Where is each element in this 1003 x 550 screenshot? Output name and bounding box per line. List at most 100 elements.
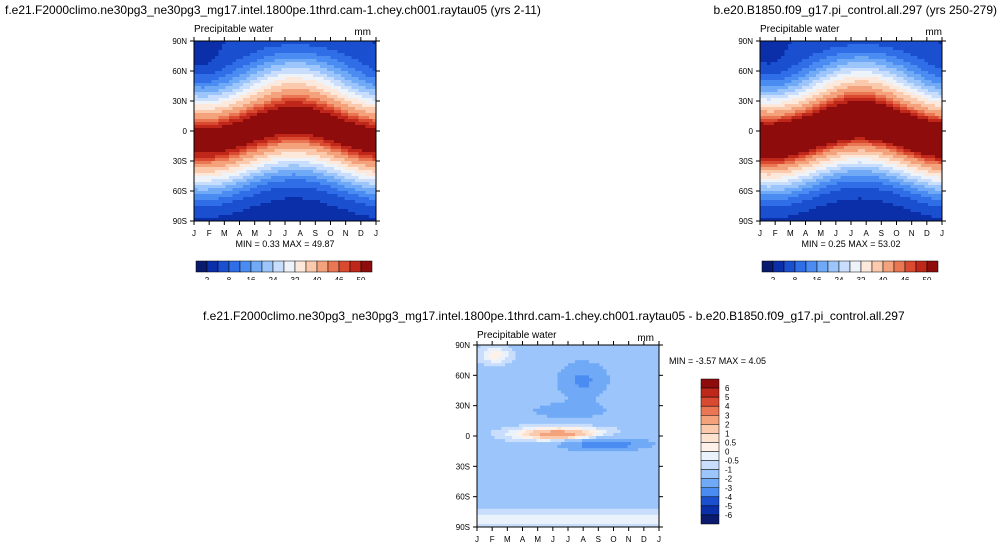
heatmap-cell: [229, 86, 233, 90]
heatmap-cell: [211, 200, 216, 204]
heatmap-cell: [232, 95, 237, 99]
heatmap-cell: [197, 140, 202, 144]
heatmap-cell: [225, 98, 230, 102]
heatmap-cell: [362, 197, 366, 201]
heatmap-cell: [861, 59, 866, 63]
heatmap-cell: [840, 107, 845, 111]
heatmap-cell: [854, 80, 859, 84]
heatmap-cell: [337, 149, 342, 153]
heatmap-cell: [924, 137, 929, 141]
heatmap-cell: [334, 68, 338, 72]
heatmap-cell: [914, 137, 918, 141]
heatmap-cell: [865, 131, 869, 135]
heatmap-cell: [285, 92, 289, 96]
heatmap-cell: [928, 98, 932, 102]
heatmap-cell: [774, 86, 778, 90]
heatmap-cell: [903, 128, 908, 132]
heatmap-cell: [931, 62, 936, 66]
heatmap-cell: [833, 101, 838, 105]
heatmap-cell: [372, 176, 377, 180]
heatmap-cell: [823, 113, 827, 117]
heatmap-cell: [355, 104, 359, 108]
heatmap-cell: [372, 119, 377, 123]
heatmap-cell: [362, 53, 366, 57]
heatmap-cell: [330, 167, 335, 171]
heatmap-cell: [327, 47, 331, 51]
heatmap-cell: [358, 170, 363, 174]
heatmap-cell: [791, 89, 796, 93]
heatmap-cell: [313, 170, 317, 174]
heatmap-cell: [295, 104, 300, 108]
heatmap-cell: [267, 215, 272, 219]
heatmap-cell: [826, 59, 831, 63]
heatmap-cell: [323, 119, 328, 123]
heatmap-cell: [281, 137, 286, 141]
heatmap-cell: [348, 167, 352, 171]
heatmap-cell: [204, 161, 209, 165]
heatmap-cell: [330, 89, 335, 93]
heatmap-cell: [774, 50, 778, 54]
heatmap-cell: [320, 218, 324, 222]
heatmap-cell: [323, 191, 328, 195]
heatmap-cell: [330, 92, 335, 96]
heatmap-cell: [197, 125, 202, 129]
heatmap-cell: [819, 77, 824, 81]
heatmap-cell: [781, 68, 785, 72]
heatmap-cell: [302, 47, 307, 51]
heatmap-cell: [232, 80, 237, 84]
heatmap-cell: [854, 128, 859, 132]
heatmap-cell: [316, 128, 321, 132]
heatmap-cell: [201, 128, 205, 132]
heatmap-cell: [222, 185, 226, 189]
heatmap-cell: [215, 104, 219, 108]
heatmap-cell: [292, 215, 296, 219]
heatmap-cell: [341, 56, 345, 60]
heatmap-cell: [362, 206, 366, 210]
heatmap-cell: [341, 131, 345, 135]
heatmap-cell: [288, 101, 293, 105]
heatmap-cell: [777, 53, 782, 57]
heatmap-cell: [313, 116, 317, 120]
heatmap-cell: [844, 71, 848, 75]
heatmap-cell: [921, 65, 925, 69]
heatmap-cell: [795, 131, 799, 135]
heatmap-cell: [341, 155, 345, 159]
heatmap-cell: [910, 122, 915, 126]
heatmap-cell: [788, 143, 792, 147]
heatmap-cell: [211, 68, 216, 72]
heatmap-cell: [327, 89, 331, 93]
heatmap-cell: [197, 131, 202, 135]
heatmap-cell: [816, 44, 820, 48]
heatmap-cell: [218, 41, 223, 45]
heatmap-cell: [802, 110, 806, 114]
heatmap-cell: [264, 137, 268, 141]
heatmap-cell: [791, 110, 796, 114]
heatmap-cell: [309, 203, 314, 207]
heatmap-cell: [201, 182, 205, 186]
heatmap-cell: [907, 122, 911, 126]
heatmap-cell: [935, 119, 939, 123]
heatmap-cell: [341, 173, 345, 177]
heatmap-cell: [341, 122, 345, 126]
heatmap-cell: [253, 170, 258, 174]
heatmap-cell: [358, 41, 363, 45]
heatmap-cell: [330, 137, 335, 141]
heatmap-cell: [236, 131, 240, 135]
heatmap-cell: [320, 170, 324, 174]
heatmap-cell: [330, 119, 335, 123]
heatmap-cell: [309, 155, 314, 159]
heatmap-cell: [791, 101, 796, 105]
heatmap-cell: [900, 62, 904, 66]
heatmap-cell: [921, 119, 925, 123]
heatmap-cell: [288, 152, 293, 156]
heatmap-cell: [260, 83, 265, 87]
heatmap-cell: [267, 53, 272, 57]
heatmap-cell: [323, 113, 328, 117]
heatmap-cell: [316, 86, 321, 90]
heatmap-cell: [201, 119, 205, 123]
heatmap-cell: [211, 80, 216, 84]
heatmap-cell: [337, 197, 342, 201]
heatmap-cell: [260, 53, 265, 57]
heatmap-cell: [201, 164, 205, 168]
heatmap-cell: [334, 188, 338, 192]
